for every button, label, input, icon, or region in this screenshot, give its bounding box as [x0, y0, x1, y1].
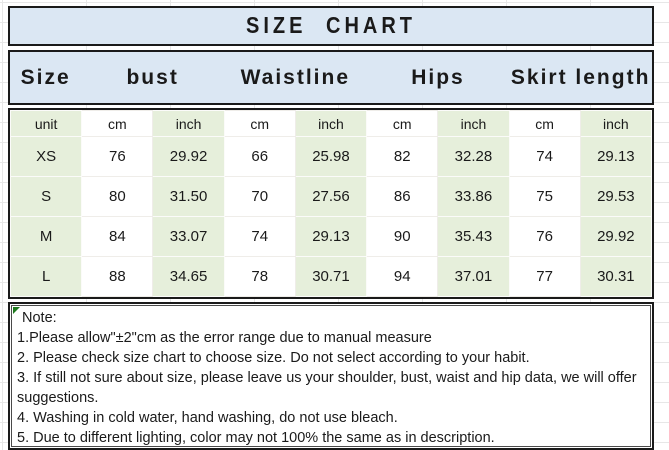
table-row-m: M 84 33.07 74 29.13 90 35.43 76 29.92 — [9, 216, 653, 257]
note-line: 1.Please allow"±2"cm as the error range … — [17, 330, 432, 346]
note-box: Note: 1.Please allow"±2"cm as the error … — [8, 302, 654, 450]
value-cell: 75 — [508, 176, 581, 217]
value-cell: 90 — [366, 216, 439, 257]
table-row-xs: XS 76 29.92 66 25.98 82 32.28 74 29.13 — [9, 136, 653, 177]
value-cell: 80 — [81, 176, 154, 217]
value-cell: 76 — [508, 216, 581, 257]
unit-row: unit cm inch cm inch cm inch cm inch — [9, 110, 653, 137]
note-line: 2. Please check size chart to choose siz… — [17, 350, 530, 366]
header-waistline: Waistline — [240, 65, 351, 89]
value-cell: 29.13 — [579, 136, 653, 177]
note-line: 4. Washing in cold water, hand washing, … — [17, 410, 398, 426]
value-cell: 34.65 — [152, 256, 225, 297]
value-cell: 29.53 — [579, 176, 653, 217]
header-row: Size bust Waistline Hips Skirt length — [10, 52, 652, 103]
measurements-table: unit cm inch cm inch cm inch cm inch XS … — [9, 110, 653, 297]
unit-cell: inch — [294, 110, 368, 137]
value-cell: 74 — [223, 216, 296, 257]
value-cell: 32.28 — [437, 136, 510, 177]
header-table: Size bust Waistline Hips Skirt length — [10, 52, 652, 103]
unit-cell: cm — [508, 110, 581, 137]
value-cell: 86 — [366, 176, 439, 217]
title-bar: SIZE CHART — [8, 6, 654, 46]
size-cell: XS — [9, 136, 83, 177]
header-bust: bust — [126, 65, 179, 89]
value-cell: 84 — [81, 216, 154, 257]
note-content: Note: 1.Please allow"±2"cm as the error … — [11, 305, 651, 447]
unit-cell: cm — [366, 110, 439, 137]
value-cell: 31.50 — [152, 176, 225, 217]
unit-cell: cm — [223, 110, 296, 137]
note-heading: Note: — [22, 310, 57, 326]
table-row-s: S 80 31.50 70 27.56 86 33.86 75 29.53 — [9, 176, 653, 217]
value-cell: 76 — [81, 136, 154, 177]
value-cell: 27.56 — [294, 176, 368, 217]
value-cell: 88 — [81, 256, 154, 297]
unit-cell: cm — [81, 110, 154, 137]
value-cell: 66 — [223, 136, 296, 177]
value-cell: 37.01 — [437, 256, 510, 297]
page-title: SIZE CHART — [246, 12, 416, 39]
header-size: Size — [20, 65, 71, 89]
value-cell: 78 — [223, 256, 296, 297]
value-cell: 94 — [366, 256, 439, 297]
value-cell: 30.71 — [294, 256, 368, 297]
size-chart-sheet: SIZE CHART Size bust Waistline Hips Skir… — [8, 6, 654, 450]
value-cell: 82 — [366, 136, 439, 177]
value-cell: 29.92 — [579, 216, 653, 257]
unit-cell: inch — [437, 110, 510, 137]
unit-label-cell: unit — [9, 110, 83, 137]
note-line: 3. If still not sure about size, please … — [17, 370, 637, 386]
header-skirt-length: Skirt length — [510, 65, 651, 89]
value-cell: 77 — [508, 256, 581, 297]
note-line: suggestions. — [17, 390, 99, 406]
excel-error-indicator-icon — [13, 307, 20, 314]
value-cell: 74 — [508, 136, 581, 177]
size-cell: L — [9, 256, 83, 297]
size-cell: S — [9, 176, 83, 217]
value-cell: 29.92 — [152, 136, 225, 177]
size-cell: M — [9, 216, 83, 257]
unit-cell: inch — [579, 110, 653, 137]
table-row-l: L 88 34.65 78 30.71 94 37.01 77 30.31 — [9, 256, 653, 297]
header-hips: Hips — [411, 65, 465, 89]
value-cell: 35.43 — [437, 216, 510, 257]
column-header-bar: Size bust Waistline Hips Skirt length — [8, 50, 654, 105]
measurements-table-box: unit cm inch cm inch cm inch cm inch XS … — [8, 108, 654, 299]
value-cell: 25.98 — [294, 136, 368, 177]
value-cell: 29.13 — [294, 216, 368, 257]
note-line: 5. Due to different lighting, color may … — [17, 430, 495, 446]
value-cell: 33.07 — [152, 216, 225, 257]
value-cell: 30.31 — [579, 256, 653, 297]
value-cell: 70 — [223, 176, 296, 217]
value-cell: 33.86 — [437, 176, 510, 217]
unit-cell: inch — [152, 110, 225, 137]
